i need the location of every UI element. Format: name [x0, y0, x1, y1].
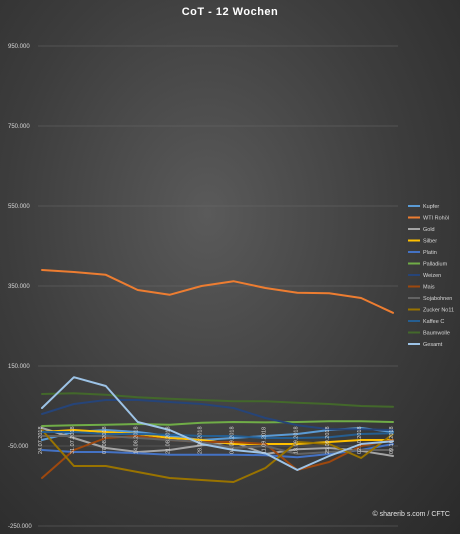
chart-title: CoT - 12 Wochen: [181, 6, 279, 18]
y-tick-label: -250.000: [8, 524, 32, 530]
series-line-gesamt: [41, 376, 394, 471]
legend: Kupfer WTI Rohöl Gold Silber Platin Palladium…: [408, 204, 454, 348]
legend-label: Gold: [423, 227, 435, 233]
series-line-mais: [41, 435, 394, 479]
legend-label: Mais: [423, 285, 435, 291]
x-axis-ticks: 24.07.2018 31.07.2018 07.08.2018 14.08.2018…: [38, 426, 395, 454]
y-tick-label: 550.000: [8, 204, 30, 210]
y-tick-label: 750.000: [8, 124, 30, 130]
series-line-palladium: [41, 420, 394, 427]
x-tick-label: 04.09.2018: [229, 426, 235, 454]
x-tick-label: 18.09.2018: [293, 426, 299, 454]
y-axis-ticks: -250.000 -50.000 150.000 350.000 550.000 750.…: [8, 44, 32, 530]
series-line-gold: [41, 427, 394, 457]
y-tick-label: 950.000: [8, 44, 30, 50]
x-tick-label: 24.07.2018: [38, 426, 44, 454]
series-line-weizen: [41, 399, 394, 431]
x-tick-label: 09.10.2018: [389, 426, 395, 454]
x-tick-label: 31.07.2018: [70, 426, 76, 454]
source-credit: © sharerib s.com / CFTC: [372, 511, 450, 518]
legend-label: WTI Rohöl: [423, 216, 449, 222]
x-tick-label: 11.09.2018: [261, 427, 267, 454]
legend-label: Zucker No11: [423, 308, 454, 314]
legend-label: Kaffee C: [423, 319, 444, 325]
x-tick-label: 07.08.2018: [102, 426, 108, 454]
legend-label: Palladium: [423, 262, 448, 268]
legend-label: Platin: [423, 250, 437, 256]
x-tick-label: 02.10.2018: [357, 426, 363, 454]
x-tick-label: 25.09.2018: [325, 426, 331, 454]
x-tick-label: 28.08.2018: [198, 426, 204, 454]
series-line-wti-roh-l: [41, 269, 394, 314]
y-tick-label: 150.000: [8, 364, 30, 370]
y-tick-label: 350.000: [8, 284, 30, 290]
series-line-kaffee-c: [41, 431, 394, 439]
legend-label: Gesamt: [423, 342, 443, 348]
legend-label: Silber: [423, 239, 437, 245]
legend-label: Weizen: [423, 273, 441, 279]
x-tick-label: 14.08.2018: [134, 426, 140, 454]
series-line-zucker-no11: [41, 429, 394, 483]
legend-label: Sojabohnen: [423, 296, 452, 302]
legend-label: Kupfer: [423, 204, 439, 210]
y-tick-label: -50.000: [8, 444, 29, 450]
series-line-sojabohnen: [41, 435, 394, 455]
series-lines: [41, 269, 394, 483]
x-tick-label: 21.08.2018: [166, 426, 172, 454]
series-line-baumwolle: [41, 392, 394, 408]
legend-label: Baumwolle: [423, 331, 450, 337]
